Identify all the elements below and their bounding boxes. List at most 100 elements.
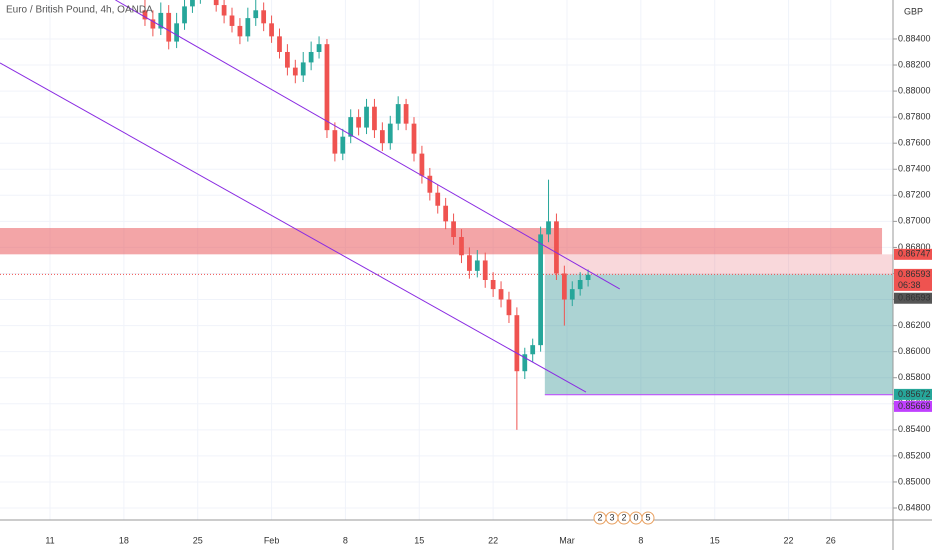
candle-body xyxy=(411,123,417,154)
x-tick-label: Mar xyxy=(559,535,575,545)
x-tick-label: 8 xyxy=(638,535,643,545)
event-label: 3 xyxy=(609,512,614,522)
x-tick-label: 26 xyxy=(826,535,836,545)
x-tick-label: 8 xyxy=(343,535,348,545)
currency-label: GBP xyxy=(904,6,923,16)
candle-body xyxy=(253,10,259,19)
candle-body xyxy=(467,255,472,271)
candle-body xyxy=(435,192,441,206)
price-label-box xyxy=(894,400,932,412)
y-tick-label: 0.84800 xyxy=(898,502,931,512)
candle-body xyxy=(277,36,282,52)
candle-body xyxy=(158,12,164,29)
event-label: 0 xyxy=(633,512,638,522)
candle-body xyxy=(237,25,243,37)
event-icon xyxy=(641,511,655,525)
candle-body xyxy=(530,345,536,355)
x-tick-label: 25 xyxy=(193,535,203,545)
candle-body xyxy=(269,23,274,37)
y-tick-label: 0.85000 xyxy=(898,476,931,486)
candle-body xyxy=(348,117,354,137)
zone xyxy=(544,274,893,395)
y-tick-label: 0.86000 xyxy=(898,346,931,356)
trend-line xyxy=(0,62,587,393)
candle-body xyxy=(443,205,449,222)
candle-body xyxy=(364,106,369,128)
trend-line xyxy=(115,0,620,290)
candle-body xyxy=(150,19,156,29)
candle-body xyxy=(372,106,377,131)
y-tick-label: 0.86800 xyxy=(898,242,931,252)
candle-body xyxy=(546,221,551,235)
price-label-timer: 06:38 xyxy=(898,280,921,290)
price-label: 0.85672 xyxy=(898,389,931,399)
candle-body xyxy=(316,44,322,52)
candle-body xyxy=(166,12,172,42)
y-tick-label: 0.85200 xyxy=(898,450,931,460)
y-tick-label: 0.87800 xyxy=(898,112,931,122)
y-tick-label: 0.87000 xyxy=(898,216,931,226)
candle-body xyxy=(395,104,401,124)
chart-title: Euro / British Pound, 4h, OANDA xyxy=(6,5,153,16)
price-label: 0.86593 xyxy=(898,293,931,303)
y-tick-label: 0.85800 xyxy=(898,372,931,382)
candle-body xyxy=(292,67,298,76)
price-label-box xyxy=(894,268,932,291)
candle-body xyxy=(332,130,338,154)
candle-body xyxy=(490,280,496,290)
candle-body xyxy=(182,6,187,24)
candle-body xyxy=(190,0,195,7)
zone xyxy=(0,228,883,255)
candle-body xyxy=(498,289,504,300)
candle-body xyxy=(554,221,559,274)
candle-body xyxy=(142,10,148,20)
candle-body xyxy=(300,62,306,76)
price-label-box xyxy=(894,248,932,260)
x-tick-label: 15 xyxy=(414,535,424,545)
y-tick-label: 0.87600 xyxy=(898,138,931,148)
candle-body xyxy=(561,273,567,300)
y-tick-label: 0.87200 xyxy=(898,190,931,200)
candle-body xyxy=(324,44,330,131)
candle-body xyxy=(577,280,583,290)
candle-body xyxy=(506,299,512,316)
candle-body xyxy=(482,260,488,280)
candle-body xyxy=(522,354,528,372)
candle-body xyxy=(245,18,251,37)
x-tick-label: 18 xyxy=(119,535,129,545)
candle-body xyxy=(379,130,385,144)
candle-body xyxy=(387,123,393,144)
candle-body xyxy=(403,104,409,124)
x-tick-label: 11 xyxy=(45,535,54,545)
candle-body xyxy=(474,260,480,271)
candle-body xyxy=(229,15,235,26)
event-label: 5 xyxy=(645,512,650,522)
candle-body xyxy=(427,175,433,193)
candle-body xyxy=(213,0,219,6)
event-label: 2 xyxy=(597,512,602,522)
candle-body xyxy=(459,237,464,256)
y-tick-label: 0.85400 xyxy=(898,424,931,434)
candle-body xyxy=(308,51,314,63)
candle-body xyxy=(356,117,361,128)
candle-body xyxy=(538,234,543,346)
price-label: 0.86747 xyxy=(898,249,931,259)
x-tick-label: 22 xyxy=(488,535,498,545)
price-label-box xyxy=(894,292,932,304)
plot-area xyxy=(0,0,893,520)
candle-body xyxy=(285,51,290,68)
y-tick-label: 0.87400 xyxy=(898,164,931,174)
price-label: 0.86593 xyxy=(898,269,931,279)
candle-body xyxy=(340,136,346,154)
x-tick-label: 22 xyxy=(784,535,794,545)
y-tick-label: 0.86200 xyxy=(898,320,931,330)
x-tick-label: Feb xyxy=(264,535,280,545)
zone xyxy=(544,254,893,275)
y-tick-label: 0.88200 xyxy=(898,59,931,69)
candle-body xyxy=(221,5,227,16)
candle-body xyxy=(569,289,575,300)
event-label: 2 xyxy=(621,512,626,522)
candle-body xyxy=(514,315,520,372)
